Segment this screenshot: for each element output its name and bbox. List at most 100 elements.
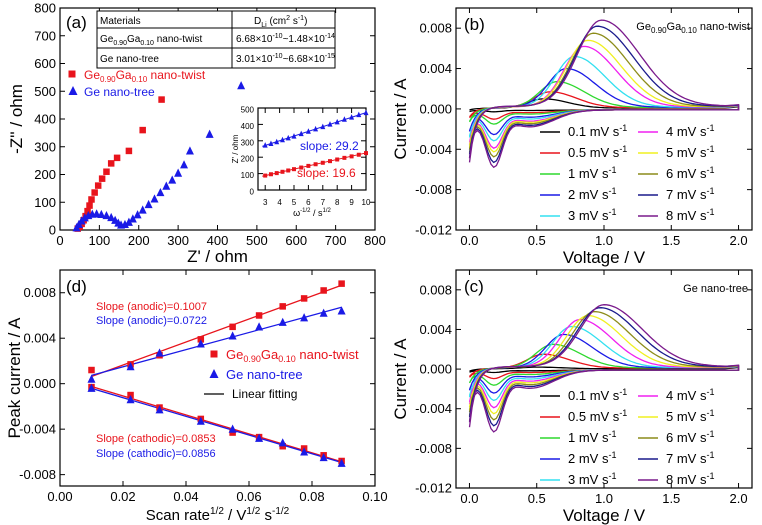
legend-label: 7 mV s-1 <box>666 450 714 466</box>
legend-unit-sup: -1 <box>706 123 714 133</box>
legend-unit-sup: -1 <box>706 471 714 481</box>
data-point <box>98 175 106 182</box>
label-part: -1/2 <box>272 506 290 517</box>
y-tick-label: 200 <box>34 167 56 182</box>
label-part: (cm <box>267 16 286 27</box>
label-part: 0.90 <box>651 26 667 35</box>
data-point <box>255 312 263 319</box>
data-point <box>87 374 96 383</box>
label-part: 3 <box>568 208 575 223</box>
label-part: Ga <box>127 34 141 45</box>
legend-unit: mV s <box>673 208 707 223</box>
data-point <box>138 205 147 214</box>
x-tick-label: 600 <box>285 233 307 248</box>
y-tick-label: -0.008 <box>415 441 452 456</box>
data-point <box>337 306 346 315</box>
data-point <box>91 189 98 196</box>
y-tick-label: 300 <box>241 138 255 147</box>
table-cell: 6.68×10-10~1.48×10-14 <box>236 33 335 45</box>
inset-point <box>356 152 361 157</box>
series-0 <box>74 96 165 232</box>
label-part: 0.1 <box>568 124 586 139</box>
legend-unit-sup: -1 <box>619 144 627 154</box>
inset-point <box>285 134 291 141</box>
label-part: ω <box>293 208 300 218</box>
x-tick-label: 300 <box>167 233 189 248</box>
data-point <box>139 126 146 134</box>
data-point <box>174 168 183 177</box>
data-point <box>120 219 129 229</box>
label-part: 8 <box>666 208 673 223</box>
inset-point <box>342 155 347 160</box>
legend-label: 7 mV s-1 <box>666 186 714 202</box>
legend-label: 5 mV s-1 <box>666 144 714 160</box>
legend-unit-sup: -1 <box>608 207 616 217</box>
legend-label: 2 mV s-1 <box>568 450 616 466</box>
table-cell: Ge0.90Ga0.10 nano-twist <box>100 34 203 47</box>
data-point <box>80 213 89 222</box>
legend-marker <box>209 368 219 379</box>
panel-tag: (b) <box>464 15 485 34</box>
label-part: 4 <box>666 124 673 139</box>
y-tick-label: 0.000 <box>419 362 452 377</box>
legend-unit-sup: -1 <box>706 387 714 397</box>
inset-y-label: Z' / ohm <box>231 134 240 163</box>
y-tick-label: 0.008 <box>419 282 452 297</box>
label-part: nano-twist <box>154 34 203 45</box>
y-tick-label: 400 <box>241 122 255 131</box>
data-point <box>162 181 171 190</box>
inset-slope-label: slope: 19.6 <box>297 166 356 180</box>
data-point <box>196 416 205 425</box>
x-tick-label: 0.06 <box>236 489 261 504</box>
inset-point <box>364 151 368 156</box>
y-tick-label: 700 <box>34 28 56 43</box>
x-tick-label: 3 <box>263 198 268 207</box>
y-tick-label: 300 <box>34 139 56 154</box>
panel-a-tag: (a) <box>66 13 87 32</box>
legend-label: 1 mV s-1 <box>568 165 616 181</box>
x-tick-label: 5 <box>292 198 297 207</box>
legend-label: 0.5 mV s-1 <box>568 408 627 424</box>
data-point <box>88 196 95 203</box>
y-tick-label: 0 <box>49 223 56 238</box>
x-axis-label: Voltage / V <box>563 248 646 267</box>
inset-point <box>279 136 285 143</box>
y-tick-label: -0.012 <box>415 481 452 496</box>
x-tick-label: 0 <box>56 233 63 248</box>
legend-unit-sup: -1 <box>608 471 616 481</box>
label-part: 3.01×10 <box>236 54 273 65</box>
legend-part: nano-twist <box>147 68 206 82</box>
legend-label: 6 mV s-1 <box>666 165 714 181</box>
data-point <box>320 287 327 294</box>
label-part: / s <box>311 208 324 218</box>
legend-label: 2 mV s-1 <box>568 186 616 202</box>
y-tick-label: 0 <box>250 188 255 197</box>
legend-unit: mV s <box>575 166 609 181</box>
legend-unit-sup: -1 <box>706 186 714 196</box>
label-part: 4 <box>666 388 673 403</box>
label-part: Ga <box>667 21 683 33</box>
label-part: 8 <box>666 472 673 487</box>
label-part: 0.10 <box>278 354 296 364</box>
data-point <box>150 194 159 203</box>
inset-point <box>263 173 268 178</box>
label-part: 1/2 <box>210 506 224 517</box>
legend-unit: mV s <box>586 388 620 403</box>
y-tick-label: 200 <box>241 155 255 164</box>
legend-label: 5 mV s-1 <box>666 408 714 424</box>
x-tick-label: 7 <box>321 198 326 207</box>
inset-point <box>298 130 304 137</box>
y-tick-label: 0.004 <box>419 322 452 337</box>
inset-x-label: ω-1/2 / s1/2 <box>293 208 331 218</box>
y-tick-label: 500 <box>34 84 56 99</box>
label-part: D <box>254 16 261 27</box>
legend: 0.1 mV s-10.5 mV s-11 mV s-12 mV s-13 mV… <box>540 123 714 223</box>
x-tick-label: 0.00 <box>47 489 72 504</box>
legend-unit: mV s <box>575 472 609 487</box>
legend-unit: mV s <box>673 451 707 466</box>
legend-label: 0.5 mV s-1 <box>568 144 627 160</box>
inset-point <box>292 167 296 172</box>
legend-unit: mV s <box>575 208 609 223</box>
label-part: -1 <box>298 15 304 22</box>
